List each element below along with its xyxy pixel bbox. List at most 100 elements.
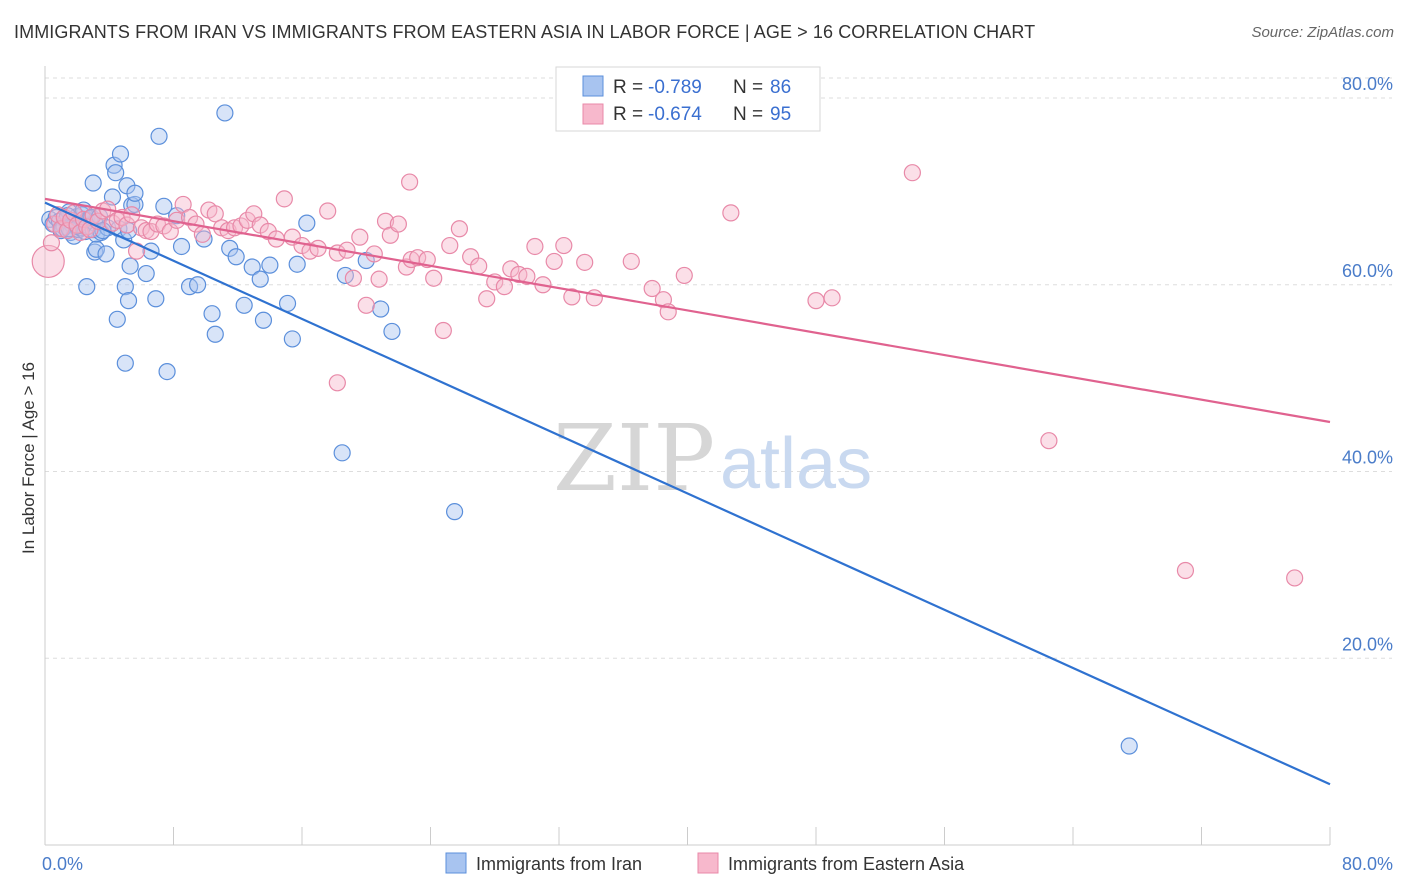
eastern-asia-point — [238, 211, 256, 229]
iran-point — [1120, 737, 1138, 755]
eastern-asia-point — [450, 220, 469, 238]
legend-n-value-iran: 86 — [770, 77, 791, 98]
legend-r-value-iran: -0.789 — [648, 77, 702, 98]
eastern-asia-point — [823, 289, 841, 307]
stats-legend: R = -0.789 N = 86 R = -0.674 N = 95 — [555, 66, 821, 132]
iran-point — [235, 296, 253, 314]
eastern-asia-point — [344, 269, 362, 287]
y-tick-label: 20.0% — [1342, 634, 1393, 654]
eastern-asia-point — [903, 164, 921, 182]
iran-point — [243, 258, 261, 276]
iran-point — [155, 197, 173, 215]
iran-point — [172, 237, 191, 256]
eastern-asia-point — [563, 288, 581, 306]
eastern-asia-point — [545, 252, 563, 271]
eastern-asia-point — [495, 278, 513, 296]
iran-point — [137, 264, 155, 283]
eastern-asia-point — [357, 296, 375, 314]
iran-point — [203, 305, 221, 323]
iran-point — [298, 214, 316, 232]
legend-n-value-eastern-asia: 95 — [770, 104, 791, 125]
eastern-asia-point — [576, 253, 594, 271]
trend-line-iran — [44, 201, 1331, 786]
eastern-asia-point — [1176, 561, 1195, 580]
x-tick-label: 80.0% — [1342, 854, 1393, 874]
iran-point — [150, 127, 168, 145]
iran-point — [251, 270, 269, 288]
eastern-asia-point — [555, 236, 573, 255]
iran-point — [107, 164, 125, 182]
watermark: ZIP atlas — [553, 405, 872, 512]
iran-point — [261, 256, 279, 274]
legend-swatch-eastern-asia — [582, 103, 604, 125]
iran-point — [116, 278, 134, 296]
legend-r-label-eastern-asia: R = — [613, 104, 643, 125]
eastern-asia-point — [206, 205, 224, 223]
iran-point — [108, 310, 126, 328]
y-axis-label: In Labor Force | Age > 16 — [19, 362, 38, 554]
eastern-asia-point — [1040, 432, 1058, 450]
eastern-asia-point — [1286, 569, 1304, 587]
eastern-asia-point — [31, 244, 65, 279]
x-tick-labels: 0.0% 80.0% — [42, 854, 1393, 874]
iran-point — [116, 354, 134, 372]
watermark-atlas: atlas — [720, 424, 872, 504]
iran-point — [84, 174, 102, 192]
eastern-asia-point — [389, 215, 407, 233]
eastern-asia-point — [643, 279, 661, 298]
iran-point — [283, 330, 301, 348]
y-tick-labels: 20.0% 40.0% 60.0% 80.0% — [1342, 74, 1393, 654]
eastern-asia-point — [319, 202, 337, 220]
iran-point — [333, 444, 351, 462]
eastern-asia-point — [351, 228, 369, 246]
iran-point — [97, 245, 115, 263]
iran-point — [121, 257, 139, 275]
iran-point — [111, 145, 130, 163]
eastern-asia-point — [478, 290, 496, 308]
iran-point — [206, 325, 224, 343]
eastern-asia-point — [193, 225, 212, 243]
legend-n-label-eastern-asia: N = — [733, 104, 763, 125]
eastern-asia-point — [722, 204, 740, 222]
y-tick-label: 40.0% — [1342, 448, 1393, 468]
bottom-legend-swatch-eastern-asia — [697, 852, 719, 874]
eastern-asia-point — [434, 321, 452, 340]
iran-point — [216, 104, 234, 122]
legend-r-label-iran: R = — [613, 77, 643, 98]
eastern-asia-point — [42, 234, 61, 252]
eastern-asia-point — [807, 292, 825, 310]
iran-point — [78, 278, 96, 296]
eastern-asia-point — [132, 219, 150, 237]
iran-point — [87, 240, 106, 258]
chart-title: IMMIGRANTS FROM IRAN VS IMMIGRANTS FROM … — [14, 22, 1036, 42]
bottom-legend-label-eastern-asia: Immigrants from Eastern Asia — [728, 854, 965, 874]
iran-point — [227, 248, 245, 266]
eastern-asia-point — [58, 222, 77, 240]
eastern-asia-point — [365, 245, 383, 263]
iran-point — [126, 184, 144, 202]
eastern-asia-point — [328, 374, 346, 392]
eastern-asia-point — [180, 208, 199, 227]
eastern-asia-point — [370, 270, 388, 288]
eastern-asia-point — [118, 216, 136, 234]
iran-point — [288, 255, 306, 273]
legend-n-label-iran: N = — [733, 77, 763, 98]
y-tick-label: 60.0% — [1342, 261, 1393, 281]
iran-point — [383, 322, 401, 341]
chart-source: Source: ZipAtlas.com — [1251, 24, 1394, 41]
iran-point — [372, 300, 390, 318]
series-legend: Immigrants from Iran Immigrants from Eas… — [445, 852, 965, 874]
iran-point — [147, 290, 165, 308]
iran-point — [188, 276, 207, 294]
bottom-legend-swatch-iran — [445, 852, 467, 874]
series-eastern-asia-points — [31, 164, 1304, 587]
iran-point — [445, 503, 464, 521]
iran-point — [158, 362, 176, 381]
legend-swatch-iran — [582, 75, 604, 97]
bottom-legend-label-iran: Immigrants from Iran — [476, 854, 642, 874]
legend-r-value-eastern-asia: -0.674 — [648, 104, 702, 125]
eastern-asia-point — [103, 214, 122, 232]
trend-lines — [44, 197, 1331, 786]
iran-point — [254, 311, 273, 329]
